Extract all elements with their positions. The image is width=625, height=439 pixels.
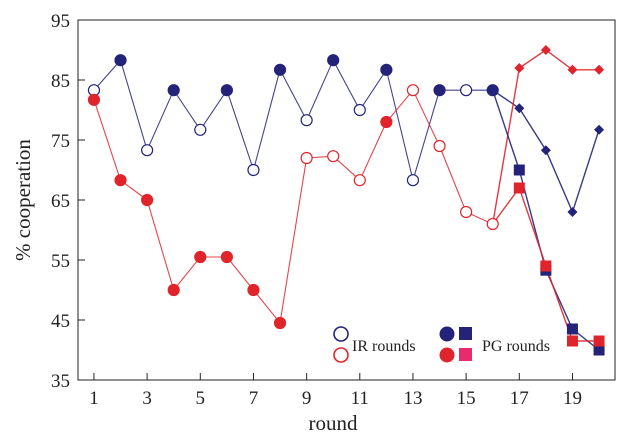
y-tick-label: 35 <box>51 371 70 392</box>
legend-pg-blue-circle-icon <box>439 326 455 342</box>
data-point-ir <box>486 217 499 231</box>
data-point-diamond <box>540 145 551 156</box>
data-point-diamond <box>567 64 578 75</box>
data-point-pg <box>194 250 207 264</box>
legend-pg-blue-square-icon <box>459 327 472 340</box>
data-point-pg <box>380 115 393 129</box>
data-point-ir <box>353 103 366 117</box>
data-point-square <box>566 335 578 347</box>
data-point-square <box>540 260 552 272</box>
legend-pg-pink-square-icon <box>459 348 472 361</box>
data-point-pg <box>87 93 101 106</box>
legend-ir-label: IR rounds <box>352 338 416 355</box>
x-tick-label: 7 <box>249 388 259 409</box>
x-tick-label: 13 <box>403 388 422 409</box>
data-point-pg <box>220 250 233 264</box>
data-point-square <box>513 182 525 194</box>
plot-area-border <box>77 19 616 381</box>
y-tick-label: 85 <box>51 71 70 92</box>
data-point-ir <box>353 174 366 187</box>
legend-ir-red-circle-icon <box>333 347 349 363</box>
x-tick-label: 9 <box>302 388 312 409</box>
x-tick-label: 19 <box>563 388 582 409</box>
data-point-ir <box>406 174 420 187</box>
x-tick-label: 15 <box>457 388 476 409</box>
x-axis: 1 3 5 7 9 11 13 15 17 19 <box>89 373 582 409</box>
y-axis: 35 45 55 65 75 85 95 <box>51 11 85 392</box>
data-point-square <box>593 344 605 356</box>
data-point-ir <box>406 84 420 97</box>
data-point-ir <box>141 144 154 157</box>
data-point-pg <box>114 54 127 67</box>
data-point-square <box>513 164 525 176</box>
y-tick-label: 65 <box>51 191 70 212</box>
y-tick-label: 75 <box>51 131 70 152</box>
x-tick-label: 11 <box>351 388 369 409</box>
legend: IR rounds PG rounds <box>333 326 550 363</box>
y-tick-label: 45 <box>51 311 70 332</box>
data-point-pg <box>273 316 287 330</box>
data-point-ir <box>194 123 207 136</box>
data-point-diamond <box>594 124 605 135</box>
x-tick-label: 1 <box>89 388 99 409</box>
data-point-diamond <box>514 63 525 73</box>
data-point-pg <box>141 193 154 207</box>
plot-frame <box>77 19 616 381</box>
data-point-ir <box>460 84 473 97</box>
data-point-square <box>566 323 578 335</box>
y-tick-label: 55 <box>51 251 70 272</box>
data-point-diamond <box>540 45 551 55</box>
series-line-0 <box>93 58 493 183</box>
x-tick-label: 17 <box>510 388 529 409</box>
data-point-pg <box>380 63 393 76</box>
data-point-pg <box>114 174 127 187</box>
legend-ir-blue-circle-icon <box>333 326 349 342</box>
data-point-pg <box>327 54 340 67</box>
data-point-diamond <box>514 103 525 114</box>
y-tick-label: 95 <box>51 11 70 32</box>
data-point-diamond <box>567 207 578 217</box>
data-point-ir <box>300 114 313 127</box>
y-axis-label: % cooperation <box>11 139 35 261</box>
data-point-ir <box>327 150 340 163</box>
x-axis-label: round <box>309 411 358 435</box>
series-markers <box>87 45 605 356</box>
data-point-ir <box>460 205 473 219</box>
data-point-diamond <box>594 64 605 75</box>
data-point-ir <box>433 139 446 153</box>
data-point-pg <box>486 84 499 97</box>
data-point-pg <box>167 84 180 97</box>
data-point-pg <box>273 63 287 76</box>
x-tick-label: 5 <box>196 388 206 409</box>
legend-pg-label: PG rounds <box>482 338 550 355</box>
data-point-pg <box>220 84 233 97</box>
series-line-1 <box>93 89 493 325</box>
data-point-ir <box>300 151 313 165</box>
series-lines <box>93 49 600 351</box>
data-point-pg <box>247 283 260 297</box>
legend-pg-red-circle-icon <box>439 347 455 363</box>
data-point-square <box>593 335 605 347</box>
data-point-pg <box>167 283 180 297</box>
data-point-pg <box>433 84 446 97</box>
x-tick-label: 3 <box>142 388 152 409</box>
data-point-ir <box>247 163 260 177</box>
